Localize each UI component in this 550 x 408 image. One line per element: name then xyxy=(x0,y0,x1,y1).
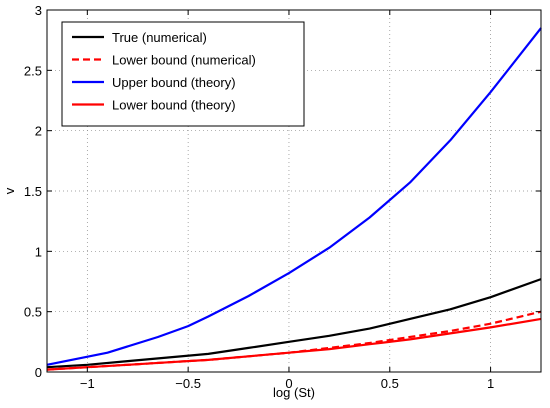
y-tick-label: 1.5 xyxy=(24,184,42,199)
legend-label: Upper bound (theory) xyxy=(112,75,236,90)
y-tick-label: 0 xyxy=(35,365,42,380)
x-tick-label: −1 xyxy=(80,376,95,391)
series-lines xyxy=(46,27,542,371)
y-axis-label: v xyxy=(2,187,17,194)
legend: True (numerical) Lower bound (numerical) U… xyxy=(61,21,305,127)
x-tick-label: 0.5 xyxy=(381,376,399,391)
y-tick-label: 2.5 xyxy=(24,63,42,78)
legend-label: Lower bound (theory) xyxy=(112,98,236,113)
series-line-3 xyxy=(46,317,542,371)
y-tick-label: 1 xyxy=(35,244,42,259)
y-tick-label: 2 xyxy=(35,124,42,139)
legend-box xyxy=(61,21,305,127)
x-tick-label: 1 xyxy=(487,376,494,391)
x-tick-label: 0 xyxy=(285,376,292,391)
axis-ticks: −1 −0.5 0 0.5 1 0 0.5 1 1.5 2 2.5 3 xyxy=(24,3,541,391)
y-tick-label: 3 xyxy=(35,3,42,18)
series-line-0 xyxy=(46,278,542,369)
x-tick-label: −0.5 xyxy=(175,376,201,391)
legend-label: Lower bound (numerical) xyxy=(112,53,256,68)
series-line-2 xyxy=(46,27,542,366)
legend-label: True (numerical) xyxy=(112,30,207,45)
y-tick-label: 0.5 xyxy=(24,305,42,320)
x-axis-label: log (St) xyxy=(273,385,315,400)
